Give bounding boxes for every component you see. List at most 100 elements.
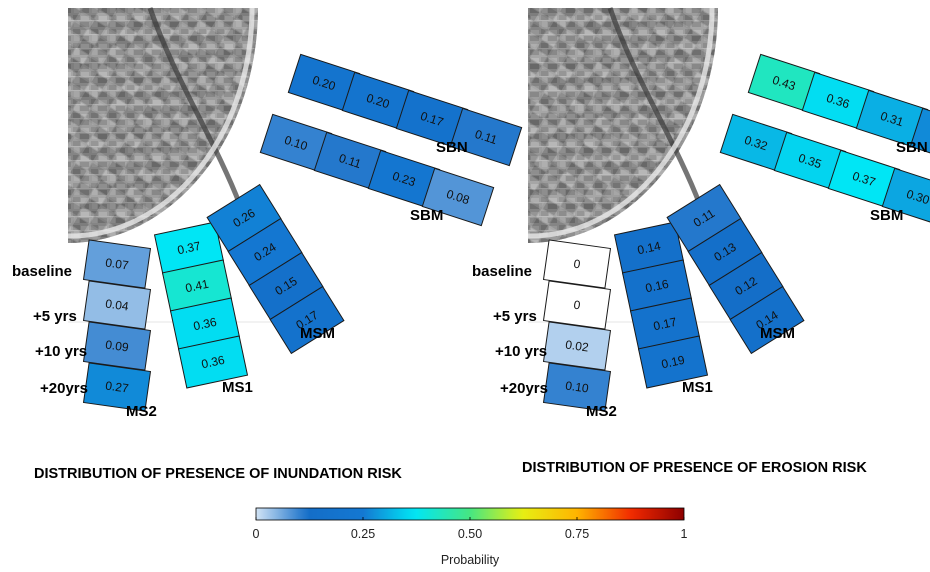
cell-rect bbox=[542, 321, 612, 371]
transect-label-msm: MSM bbox=[760, 325, 795, 342]
cell-value-label: 0.43 bbox=[771, 73, 798, 94]
erosion-cell-ms2-1: 0 bbox=[542, 280, 612, 330]
cell-value-label: 0.17 bbox=[652, 315, 678, 334]
cell-value-label: 0.31 bbox=[879, 109, 906, 130]
inundation-cell-sbm-0: 0.10 bbox=[259, 113, 333, 173]
row-label-0: baseline bbox=[472, 263, 532, 280]
cell-value-label: 0.08 bbox=[445, 187, 472, 208]
cell-rect bbox=[729, 285, 805, 355]
cell-value-label: 0.02 bbox=[564, 337, 589, 354]
inundation-cell-msm-0: 0.26 bbox=[206, 183, 282, 253]
inundation-cell-ms1-0: 0.37 bbox=[153, 221, 225, 275]
erosion-cell-sbn-3: 0.27 bbox=[909, 107, 930, 167]
cell-rect bbox=[881, 167, 930, 227]
erosion-cell-sbm-2: 0.37 bbox=[827, 149, 901, 209]
cell-value-label: 0.36 bbox=[825, 91, 852, 112]
inundation-cell-sbm-3: 0.08 bbox=[421, 167, 495, 227]
inundation-cell-ms1-1: 0.41 bbox=[161, 259, 233, 313]
cell-value-label: 0.36 bbox=[200, 353, 226, 372]
cell-rect bbox=[542, 280, 612, 330]
cell-value-label: 0.04 bbox=[104, 296, 129, 313]
inundation-cell-ms2-0: 0.07 bbox=[82, 239, 152, 289]
transect-label-sbn: SBN bbox=[436, 139, 468, 156]
transect-label-msm: MSM bbox=[300, 325, 335, 342]
colorbar: 0 0.25 0.50 0.75 1 Probability bbox=[253, 507, 688, 567]
inundation-cell-sbm-2: 0.23 bbox=[367, 149, 441, 209]
cell-value-label: 0.37 bbox=[851, 169, 878, 190]
erosion-cell-sbm-3: 0.30 bbox=[881, 167, 930, 227]
erosion-cell-sbm-0: 0.32 bbox=[719, 113, 793, 173]
inundation-cell-ms1-3: 0.36 bbox=[177, 335, 249, 389]
cell-rect bbox=[82, 239, 152, 289]
cell-value-label: 0.23 bbox=[391, 169, 418, 190]
cell-rect bbox=[177, 335, 249, 389]
inundation-cell-msm-3: 0.17 bbox=[269, 285, 345, 355]
cell-value-label: 0.11 bbox=[337, 151, 363, 171]
cell-rect bbox=[82, 321, 152, 371]
erosion-cell-ms1-1: 0.16 bbox=[621, 259, 693, 313]
inundation-cell-sbn-3: 0.11 bbox=[449, 107, 523, 167]
inundation-cell-ms2-1: 0.04 bbox=[82, 280, 152, 330]
cell-value-label: 0.10 bbox=[564, 378, 589, 395]
transect-label-sbm: SBM bbox=[870, 207, 903, 224]
inundation-cell-ms2-2: 0.09 bbox=[82, 321, 152, 371]
cell-value-label: 0.41 bbox=[184, 277, 210, 296]
aerial-map-right bbox=[527, 7, 718, 243]
labels-layer: MS2 MS1 MSM SBM SBN baseline +5 yrs +10 yrs +20y… bbox=[12, 139, 928, 420]
transect-label-sbm: SBM bbox=[410, 207, 443, 224]
erosion-cell-sbn-0: 0.43 bbox=[747, 53, 821, 113]
transect-label-ms1: MS1 bbox=[682, 379, 713, 396]
row-label-3: +20yrs bbox=[500, 380, 548, 397]
colorbar-tick-label: 0 bbox=[253, 527, 260, 541]
inundation-cell-ms2-3: 0.27 bbox=[82, 362, 152, 412]
cell-value-label: 0.35 bbox=[797, 151, 824, 172]
cell-value-label: 0 bbox=[573, 257, 582, 272]
erosion-cell-ms2-0: 0 bbox=[542, 239, 612, 289]
cells-layer: 0.070.040.090.270.370.410.360.360.260.24… bbox=[82, 53, 930, 412]
cell-value-label: 0.37 bbox=[176, 239, 202, 258]
erosion-cell-ms1-0: 0.14 bbox=[613, 221, 685, 275]
transect-label-ms2: MS2 bbox=[586, 403, 617, 420]
erosion-cell-msm-0: 0.11 bbox=[666, 183, 742, 253]
erosion-cell-ms2-3: 0.10 bbox=[542, 362, 612, 412]
cell-value-label: 0.27 bbox=[104, 378, 129, 395]
cell-rect bbox=[82, 362, 152, 412]
erosion-cell-sbm-1: 0.35 bbox=[773, 131, 847, 191]
cell-rect bbox=[82, 280, 152, 330]
cell-rect bbox=[542, 239, 612, 289]
erosion-title: DISTRIBUTION OF PRESENCE OF EROSION RISK bbox=[522, 460, 867, 476]
inundation-cell-sbn-0: 0.20 bbox=[287, 53, 361, 113]
cell-rect bbox=[269, 285, 345, 355]
cell-value-label: 0.19 bbox=[660, 353, 686, 372]
erosion-cell-ms1-2: 0.17 bbox=[629, 297, 701, 351]
row-label-1: +5 yrs bbox=[493, 308, 537, 325]
erosion-cell-ms1-3: 0.19 bbox=[637, 335, 709, 389]
erosion-cell-msm-3: 0.14 bbox=[729, 285, 805, 355]
inundation-cell-msm-2: 0.15 bbox=[248, 251, 324, 321]
transect-label-ms1: MS1 bbox=[222, 379, 253, 396]
cell-rect bbox=[909, 107, 930, 167]
colorbar-label: Probability bbox=[441, 553, 500, 567]
cell-value-label: 0.07 bbox=[104, 255, 129, 272]
erosion-cell-msm-2: 0.12 bbox=[708, 251, 784, 321]
row-label-2: +10 yrs bbox=[495, 343, 547, 360]
cell-value-label: 0 bbox=[573, 298, 582, 313]
colorbar-tick-label: 0.75 bbox=[565, 527, 589, 541]
cell-value-label: 0.32 bbox=[743, 133, 770, 154]
cell-value-label: 0.10 bbox=[283, 133, 310, 154]
colorbar-tick-label: 1 bbox=[681, 527, 688, 541]
cell-value-label: 0.20 bbox=[365, 91, 392, 112]
row-label-1: +5 yrs bbox=[33, 308, 77, 325]
inundation-cell-ms1-2: 0.36 bbox=[169, 297, 241, 351]
erosion-cell-ms2-2: 0.02 bbox=[542, 321, 612, 371]
cell-value-label: 0.09 bbox=[104, 337, 129, 354]
cell-rect bbox=[637, 335, 709, 389]
transect-label-sbn: SBN bbox=[896, 139, 928, 156]
cell-rect bbox=[421, 167, 495, 227]
colorbar-tick-label: 0.50 bbox=[458, 527, 482, 541]
cell-value-label: 0.20 bbox=[311, 73, 338, 94]
cell-value-label: 0.17 bbox=[419, 109, 446, 130]
row-label-2: +10 yrs bbox=[35, 343, 87, 360]
erosion-cell-sbn-2: 0.31 bbox=[855, 89, 929, 149]
